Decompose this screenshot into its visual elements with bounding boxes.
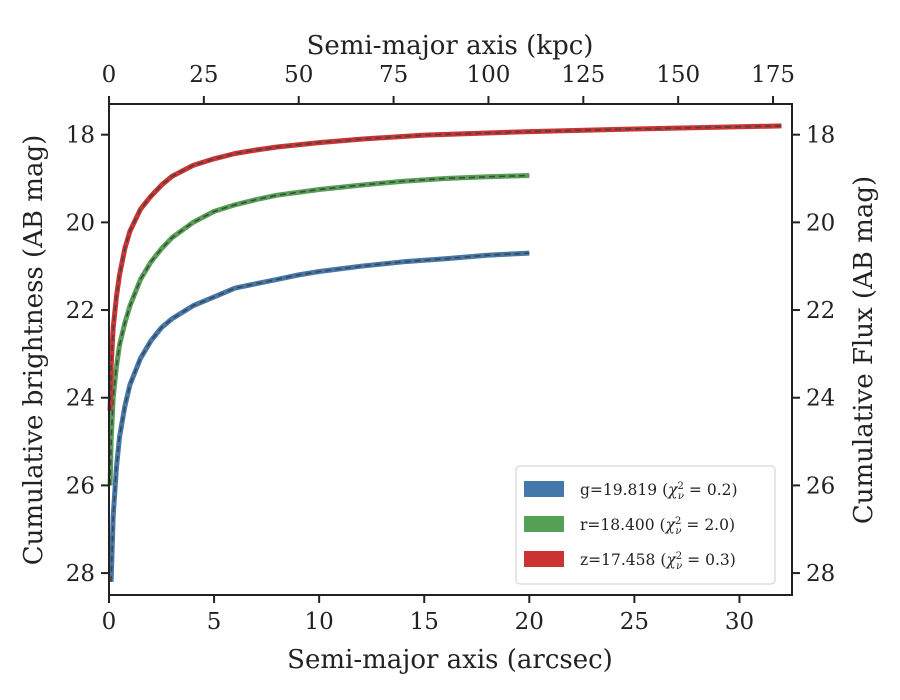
y2-axis-title: Cumulative Flux (AB mag) xyxy=(849,176,879,524)
left-axis: 18 20 22 24 26 28 xyxy=(66,123,109,587)
series-line-r xyxy=(107,173,530,486)
y-tick-label: 18 xyxy=(66,123,95,149)
x-tick-label: 20 xyxy=(515,609,544,635)
x-tick-label: 15 xyxy=(410,609,439,635)
legend-swatch xyxy=(524,551,564,567)
x2-tick-label: 175 xyxy=(751,62,795,88)
plot-frame xyxy=(108,103,793,596)
model-line-r xyxy=(109,174,530,486)
y-axis-title: Cumulative brightness (AB mag) xyxy=(19,135,49,566)
legend-label: r=18.400 (χ2 ν = 2.0) xyxy=(580,516,735,537)
y2-tick-label: 24 xyxy=(806,386,835,412)
x2-tick-label: 100 xyxy=(466,62,510,88)
y-tick-label: 26 xyxy=(66,473,95,499)
y2-tick-label: 20 xyxy=(806,210,835,236)
legend-swatch xyxy=(524,481,564,497)
x2-tick-label: 0 xyxy=(102,62,117,88)
y2-tick-label: 22 xyxy=(806,298,835,324)
y-tick-label: 20 xyxy=(66,210,95,236)
y2-tick-label: 28 xyxy=(806,561,835,587)
x2-axis-title: Semi-major axis (kpc) xyxy=(307,31,594,61)
series-line-g xyxy=(108,250,530,582)
right-axis: 18 20 22 24 26 28 xyxy=(792,123,835,587)
x-tick-label: 30 xyxy=(725,609,754,635)
series-layer xyxy=(107,123,782,582)
legend-frame xyxy=(515,465,776,585)
bottom-axis: 0 5 10 15 20 25 30 xyxy=(102,595,754,635)
x2-tick-label: 125 xyxy=(561,62,605,88)
x-tick-label: 0 xyxy=(102,609,117,635)
x-axis-title: Semi-major axis (arcsec) xyxy=(287,645,613,675)
y2-tick-label: 26 xyxy=(806,473,835,499)
x2-tick-label: 25 xyxy=(189,62,218,88)
legend-swatch xyxy=(524,516,564,532)
series-line-z xyxy=(107,123,782,411)
model-line-z xyxy=(109,125,782,411)
x-tick-label: 10 xyxy=(305,609,334,635)
legend-label: g=19.819 (χ2 ν = 0.2) xyxy=(580,481,738,502)
y-tick-label: 24 xyxy=(66,386,95,412)
x-tick-label: 5 xyxy=(207,609,222,635)
legend: g=19.819 (χ2 ν = 0.2) r=18.400 (χ2 ν = 2.0)… xyxy=(515,465,776,585)
model-line-g xyxy=(110,252,530,582)
top-axis: 0 25 50 75 100 125 150 175 xyxy=(102,62,795,104)
x2-tick-label: 50 xyxy=(284,62,313,88)
x2-tick-label: 150 xyxy=(656,62,700,88)
x-tick-label: 25 xyxy=(620,609,649,635)
y-tick-label: 22 xyxy=(66,298,95,324)
y-tick-label: 28 xyxy=(66,561,95,587)
x2-tick-label: 75 xyxy=(379,62,408,88)
legend-label: z=17.458 (χ2 ν = 0.3) xyxy=(580,551,736,572)
y2-tick-label: 18 xyxy=(806,123,835,149)
